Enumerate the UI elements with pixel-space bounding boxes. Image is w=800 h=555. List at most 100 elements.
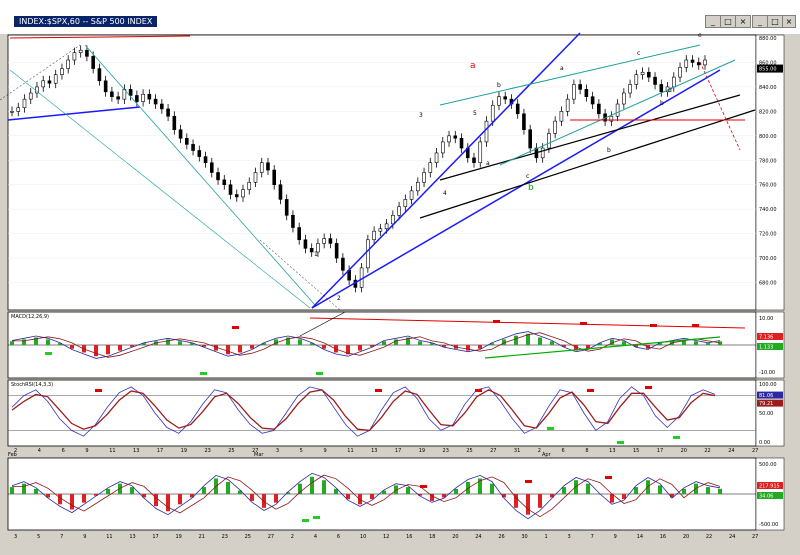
- price-y-tick: 840.00: [759, 85, 777, 91]
- trend-line-mid: [439, 94, 741, 181]
- hist-bar: [382, 341, 386, 345]
- signal-marker: [692, 324, 699, 327]
- wave-label: c: [637, 50, 640, 57]
- title-bar: INDEX:$SPX,60 -- S&P 500 INDEX _ □ × _ □…: [0, 0, 800, 34]
- hist-bar: [58, 343, 62, 345]
- x-day-label-bottom: 3: [14, 534, 17, 540]
- hist-bar: [142, 343, 146, 345]
- x-day-label-bottom: 7: [591, 534, 594, 540]
- price-candle-body: [91, 56, 95, 69]
- price-candle-body: [565, 98, 570, 112]
- price-candle-body: [622, 92, 626, 105]
- last-value-3: 34.06: [759, 494, 773, 500]
- hist-bar: [250, 345, 254, 349]
- x-day-label-top: 17: [157, 448, 163, 454]
- hist-bar: [46, 339, 50, 345]
- price-candle-body: [553, 120, 557, 134]
- price-y-tick: 720.00: [759, 232, 777, 238]
- close-button[interactable]: ×: [735, 15, 751, 28]
- price-candle-body: [303, 239, 308, 249]
- hist-bar: [34, 337, 38, 345]
- price-candle-body: [253, 172, 258, 183]
- price-candle-body: [434, 152, 439, 164]
- hist-bar: [382, 490, 386, 494]
- price-candle-body: [322, 238, 326, 244]
- price-candle-body: [384, 223, 389, 230]
- price-candle-body: [153, 98, 158, 105]
- price-y-tick: 740.00: [759, 207, 777, 213]
- last-value-3: 217.915: [759, 484, 780, 490]
- hist-bar: [370, 494, 374, 500]
- price-candle-body: [690, 59, 695, 63]
- x-day-label-bottom: 20: [452, 534, 458, 540]
- hist-bar: [238, 345, 242, 353]
- signal-line-1: [11, 331, 721, 359]
- hist-bar: [166, 339, 170, 345]
- price-candle-body: [628, 84, 632, 94]
- price-candle-body: [234, 194, 239, 198]
- hist-bar: [586, 483, 590, 494]
- maximize-outer-button[interactable]: □: [767, 15, 783, 28]
- hist-bar: [370, 345, 374, 347]
- minimize-button[interactable]: _: [705, 15, 721, 28]
- hist-bar: [718, 341, 722, 345]
- price-candle-body: [328, 238, 333, 244]
- hist-bar: [526, 494, 530, 515]
- panel-title-1: MACD(12,26,9): [11, 314, 49, 320]
- price-candle-body: [640, 71, 645, 75]
- hist-bar: [646, 480, 650, 494]
- hist-bar: [10, 487, 14, 494]
- up-channel-lower: [311, 69, 721, 309]
- signal-marker: [302, 519, 309, 522]
- x-day-label-bottom: 24: [475, 534, 481, 540]
- price-candle-body: [41, 80, 46, 88]
- wave-label: a: [470, 61, 476, 71]
- hist-bar: [274, 339, 278, 345]
- hist-bar: [574, 480, 578, 494]
- hist-bar: [22, 339, 26, 345]
- hist-bar: [442, 494, 446, 498]
- price-y-tick: 880.00: [759, 36, 777, 42]
- price-candle-body: [422, 172, 426, 183]
- price-candle-body: [284, 199, 289, 216]
- price-candle-body: [185, 137, 189, 145]
- price-candle-body: [503, 96, 508, 100]
- wave-label: 1: [314, 251, 318, 258]
- hist-bar: [670, 494, 674, 498]
- wave-label: b: [607, 147, 611, 154]
- window-title: INDEX:$SPX,60 -- S&P 500 INDEX: [14, 16, 158, 27]
- x-day-label-bottom: 18: [429, 534, 435, 540]
- signal-marker: [587, 389, 594, 392]
- wave-label: a: [486, 160, 490, 167]
- price-candle-body: [116, 96, 120, 100]
- price-candle-body: [478, 141, 483, 164]
- price-candle-body: [540, 147, 545, 159]
- hist-bar: [514, 335, 518, 345]
- x-day-label-bottom: 21: [199, 534, 205, 540]
- x-day-label-top: 6: [562, 448, 565, 454]
- hist-bar: [418, 341, 422, 345]
- hist-bar: [34, 488, 38, 494]
- price-candle-body: [203, 156, 208, 164]
- hist-bar: [190, 494, 194, 498]
- average-line-3: [12, 474, 721, 518]
- hist-bar: [202, 487, 206, 494]
- x-day-label-top: 11: [109, 448, 115, 454]
- minimize-outer-button[interactable]: _: [752, 15, 768, 28]
- hist-bar: [478, 478, 482, 494]
- price-candle-body: [222, 179, 227, 186]
- hist-bar: [526, 333, 530, 345]
- x-day-label-top: 11: [347, 448, 353, 454]
- stoch-line-0: [11, 386, 716, 437]
- close-outer-button[interactable]: ×: [782, 15, 796, 28]
- price-last-tag: [757, 64, 783, 73]
- x-day-label-top: 17: [657, 448, 663, 454]
- price-candle-body: [572, 84, 576, 100]
- hist-bar: [298, 339, 302, 345]
- price-candle-body: [634, 74, 639, 85]
- price-y-tick: 820.00: [759, 109, 777, 115]
- x-day-label-bottom: 2: [291, 534, 294, 540]
- price-candle-body: [696, 62, 701, 66]
- hist-bar: [82, 494, 86, 503]
- hist-bar: [502, 494, 506, 498]
